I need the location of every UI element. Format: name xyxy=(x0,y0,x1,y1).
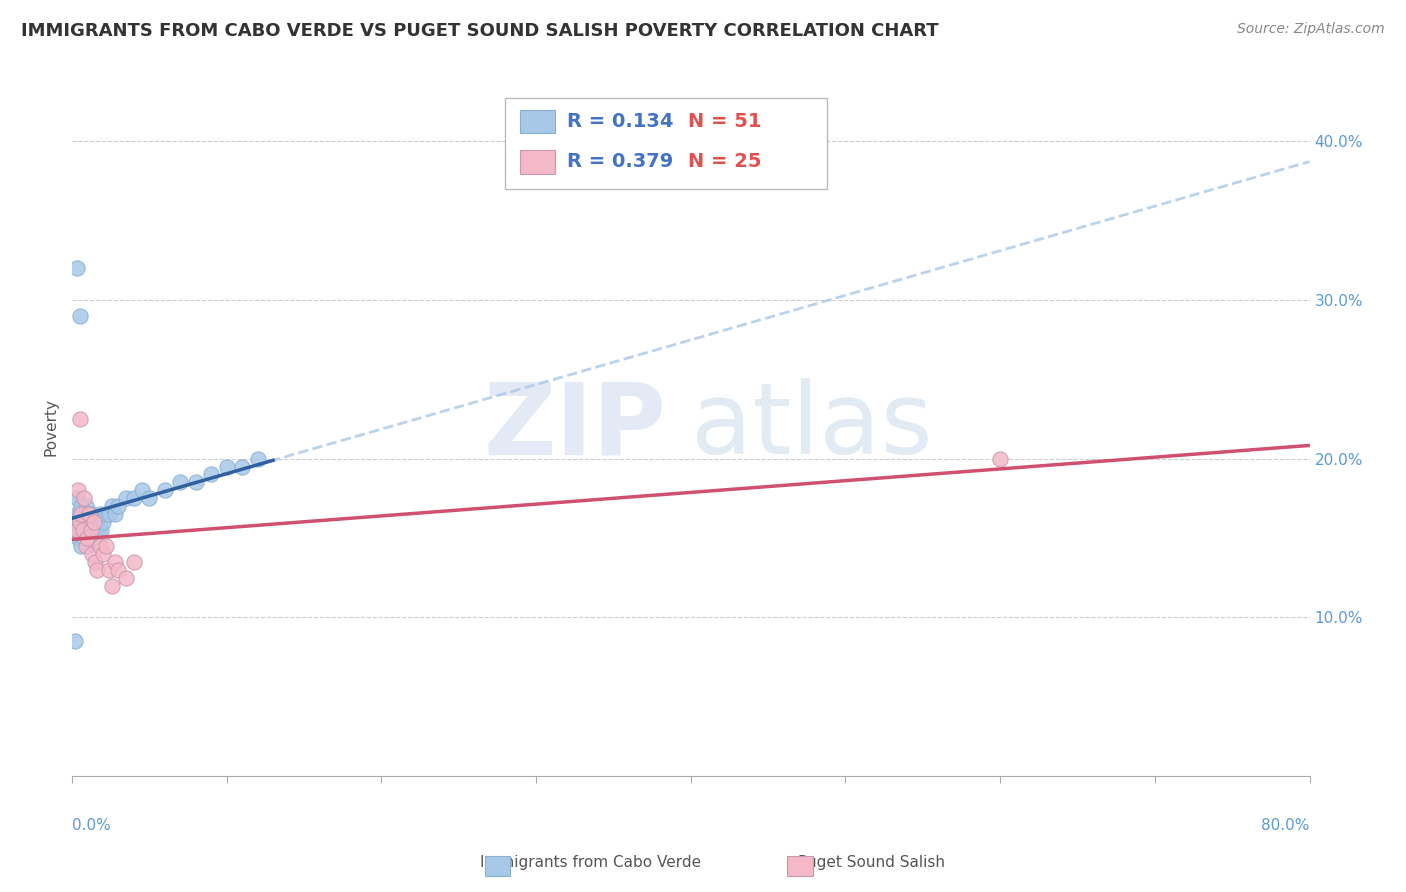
Point xyxy=(184,475,207,490)
Point xyxy=(107,563,129,577)
Point xyxy=(67,531,90,545)
Point xyxy=(82,547,104,561)
Point xyxy=(89,539,111,553)
Point xyxy=(73,507,96,521)
Text: R = 0.134: R = 0.134 xyxy=(567,112,673,131)
Point xyxy=(79,515,101,529)
Point xyxy=(101,500,124,514)
Point xyxy=(215,459,238,474)
Text: R = 0.379: R = 0.379 xyxy=(567,153,673,171)
Point xyxy=(91,547,114,561)
Point xyxy=(138,491,160,506)
Point xyxy=(153,483,176,498)
Point xyxy=(101,579,124,593)
Bar xyxy=(520,150,554,174)
Text: IMMIGRANTS FROM CABO VERDE VS PUGET SOUND SALISH POVERTY CORRELATION CHART: IMMIGRANTS FROM CABO VERDE VS PUGET SOUN… xyxy=(21,22,939,40)
Point xyxy=(98,507,121,521)
Point xyxy=(86,515,108,529)
Point xyxy=(69,309,91,323)
Point xyxy=(115,491,138,506)
Point xyxy=(66,523,89,537)
Point xyxy=(77,507,100,521)
Point xyxy=(115,571,138,585)
Point xyxy=(104,555,127,569)
Text: N = 25: N = 25 xyxy=(689,153,762,171)
Point xyxy=(73,531,96,545)
FancyBboxPatch shape xyxy=(505,98,827,189)
Point xyxy=(77,507,100,521)
Point xyxy=(122,491,145,506)
Text: atlas: atlas xyxy=(690,378,932,475)
Point xyxy=(94,507,117,521)
Point xyxy=(131,483,153,498)
Point xyxy=(107,500,129,514)
Point xyxy=(72,523,94,537)
Point xyxy=(67,515,90,529)
Point xyxy=(63,634,86,648)
Point xyxy=(69,507,91,521)
Point xyxy=(94,539,117,553)
Point xyxy=(83,515,105,529)
Point xyxy=(70,500,93,514)
Point xyxy=(76,531,98,545)
Point xyxy=(72,515,94,529)
Point xyxy=(75,539,97,553)
Point xyxy=(76,539,98,553)
Point xyxy=(66,507,89,521)
Bar xyxy=(520,110,554,133)
Point xyxy=(76,515,98,529)
Point xyxy=(83,531,105,545)
Text: Puget Sound Salish: Puget Sound Salish xyxy=(799,855,945,870)
Point xyxy=(66,260,89,275)
Point xyxy=(84,515,107,529)
Text: 0.0%: 0.0% xyxy=(72,818,111,833)
Point xyxy=(200,467,222,482)
Point xyxy=(246,451,269,466)
Point xyxy=(104,507,127,521)
Point xyxy=(122,555,145,569)
Point xyxy=(75,523,97,537)
Point xyxy=(62,523,84,537)
Point xyxy=(69,515,91,529)
Point xyxy=(90,523,112,537)
Point xyxy=(82,507,104,521)
Point xyxy=(77,523,100,537)
Text: 80.0%: 80.0% xyxy=(1261,818,1309,833)
Point xyxy=(988,451,1011,466)
Point xyxy=(66,491,89,506)
Point xyxy=(69,523,91,537)
Point xyxy=(169,475,191,490)
Point xyxy=(63,515,86,529)
Point xyxy=(69,412,91,426)
Point xyxy=(84,523,107,537)
Text: N = 51: N = 51 xyxy=(689,112,762,131)
Text: Immigrants from Cabo Verde: Immigrants from Cabo Verde xyxy=(479,855,702,870)
Point xyxy=(70,539,93,553)
Y-axis label: Poverty: Poverty xyxy=(44,398,58,456)
Point xyxy=(87,523,110,537)
Text: ZIP: ZIP xyxy=(484,378,666,475)
Point xyxy=(79,523,101,537)
Point xyxy=(70,507,93,521)
Point xyxy=(67,483,90,498)
Point xyxy=(86,563,108,577)
Point xyxy=(73,491,96,506)
Point xyxy=(89,507,111,521)
Text: Source: ZipAtlas.com: Source: ZipAtlas.com xyxy=(1237,22,1385,37)
Point xyxy=(75,500,97,514)
Point xyxy=(79,531,101,545)
Point xyxy=(82,523,104,537)
Point xyxy=(84,555,107,569)
Point xyxy=(72,523,94,537)
Point xyxy=(98,563,121,577)
Point xyxy=(91,515,114,529)
Point xyxy=(231,459,253,474)
